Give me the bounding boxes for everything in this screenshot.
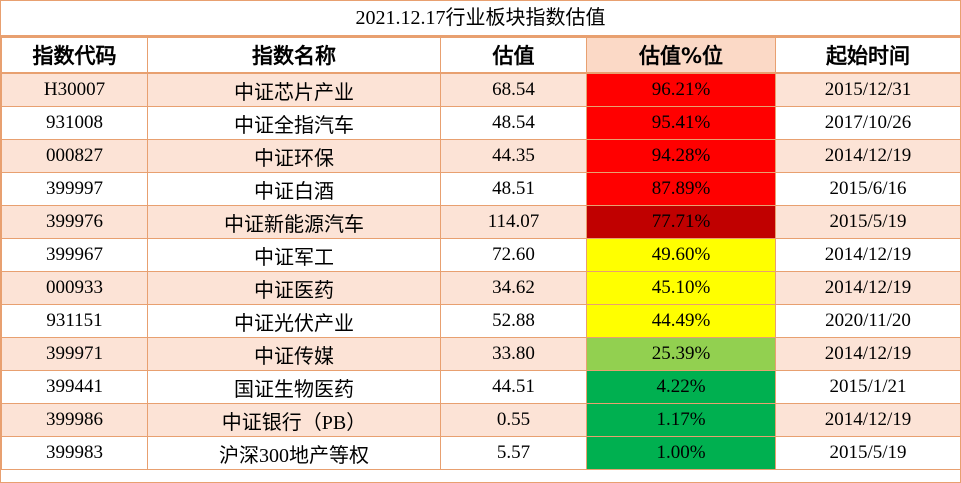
table-row: 399986 中证银行（PB） 0.55 1.17% 2014/12/19 bbox=[1, 403, 961, 437]
cell-value: 68.54 bbox=[440, 72, 587, 107]
cell-name: 中证银行（PB） bbox=[147, 403, 441, 437]
cell-value: 5.57 bbox=[440, 436, 587, 470]
table-row: 931008 中证全指汽车 48.54 95.41% 2017/10/26 bbox=[1, 106, 961, 140]
table-row: 399976 中证新能源汽车 114.07 77.71% 2015/5/19 bbox=[1, 205, 961, 239]
cell-value: 52.88 bbox=[440, 304, 587, 338]
cell-percentile: 96.21% bbox=[586, 72, 776, 107]
cell-name: 国证生物医药 bbox=[147, 370, 441, 404]
cell-code: 000827 bbox=[1, 139, 148, 173]
cell-start: 2015/12/31 bbox=[775, 72, 961, 107]
cell-code: 931008 bbox=[1, 106, 148, 140]
header-start: 起始时间 bbox=[775, 37, 961, 74]
cell-code: 399967 bbox=[1, 238, 148, 272]
cell-start: 2015/5/19 bbox=[775, 205, 961, 239]
cell-name: 中证医药 bbox=[147, 271, 441, 305]
cell-percentile: 44.49% bbox=[586, 304, 776, 338]
header-code: 指数代码 bbox=[1, 37, 148, 74]
table-row: 000827 中证环保 44.35 94.28% 2014/12/19 bbox=[1, 139, 961, 173]
cell-percentile: 25.39% bbox=[586, 337, 776, 371]
cell-percentile: 49.60% bbox=[586, 238, 776, 272]
table-row: H30007 中证芯片产业 68.54 96.21% 2015/12/31 bbox=[1, 72, 961, 107]
cell-percentile: 45.10% bbox=[586, 271, 776, 305]
valuation-table: 指数代码 指数名称 估值 估值%位 起始时间 H30007 中证芯片产业 68.54… bbox=[1, 37, 961, 470]
cell-value: 44.51 bbox=[440, 370, 587, 404]
cell-code: 399441 bbox=[1, 370, 148, 404]
cell-start: 2020/11/20 bbox=[775, 304, 961, 338]
cell-value: 48.54 bbox=[440, 106, 587, 140]
table-row: 399997 中证白酒 48.51 87.89% 2015/6/16 bbox=[1, 172, 961, 206]
cell-start: 2017/10/26 bbox=[775, 106, 961, 140]
cell-name: 中证传媒 bbox=[147, 337, 441, 371]
cell-start: 2015/5/19 bbox=[775, 436, 961, 470]
cell-name: 中证环保 bbox=[147, 139, 441, 173]
header-percentile: 估值%位 bbox=[586, 37, 776, 74]
header-row: 指数代码 指数名称 估值 估值%位 起始时间 bbox=[1, 37, 961, 74]
cell-percentile: 94.28% bbox=[586, 139, 776, 173]
cell-start: 2014/12/19 bbox=[775, 403, 961, 437]
cell-percentile: 4.22% bbox=[586, 370, 776, 404]
cell-value: 44.35 bbox=[440, 139, 587, 173]
cell-name: 沪深300地产等权 bbox=[147, 436, 441, 470]
cell-percentile: 77.71% bbox=[586, 205, 776, 239]
cell-start: 2015/6/16 bbox=[775, 172, 961, 206]
cell-percentile: 95.41% bbox=[586, 106, 776, 140]
cell-value: 33.80 bbox=[440, 337, 587, 371]
cell-start: 2014/12/19 bbox=[775, 139, 961, 173]
cell-name: 中证芯片产业 bbox=[147, 72, 441, 107]
table-row: 931151 中证光伏产业 52.88 44.49% 2020/11/20 bbox=[1, 304, 961, 338]
header-name: 指数名称 bbox=[147, 37, 441, 74]
cell-code: 000933 bbox=[1, 271, 148, 305]
header-value: 估值 bbox=[440, 37, 587, 74]
cell-percentile: 1.17% bbox=[586, 403, 776, 437]
cell-name: 中证新能源汽车 bbox=[147, 205, 441, 239]
cell-start: 2014/12/19 bbox=[775, 238, 961, 272]
cell-start: 2014/12/19 bbox=[775, 337, 961, 371]
cell-start: 2015/1/21 bbox=[775, 370, 961, 404]
cell-code: 399983 bbox=[1, 436, 148, 470]
cell-code: H30007 bbox=[1, 72, 148, 107]
table-row: 000933 中证医药 34.62 45.10% 2014/12/19 bbox=[1, 271, 961, 305]
cell-value: 48.51 bbox=[440, 172, 587, 206]
table-row: 399967 中证军工 72.60 49.60% 2014/12/19 bbox=[1, 238, 961, 272]
table-row: 399441 国证生物医药 44.51 4.22% 2015/1/21 bbox=[1, 370, 961, 404]
cell-code: 399997 bbox=[1, 172, 148, 206]
cell-value: 72.60 bbox=[440, 238, 587, 272]
cell-value: 114.07 bbox=[440, 205, 587, 239]
cell-code: 399971 bbox=[1, 337, 148, 371]
cell-name: 中证军工 bbox=[147, 238, 441, 272]
cell-percentile: 87.89% bbox=[586, 172, 776, 206]
cell-code: 399986 bbox=[1, 403, 148, 437]
table-row: 399983 沪深300地产等权 5.57 1.00% 2015/5/19 bbox=[1, 436, 961, 470]
cell-code: 931151 bbox=[1, 304, 148, 338]
cell-name: 中证光伏产业 bbox=[147, 304, 441, 338]
cell-name: 中证白酒 bbox=[147, 172, 441, 206]
cell-value: 0.55 bbox=[440, 403, 587, 437]
cell-start: 2014/12/19 bbox=[775, 271, 961, 305]
cell-code: 399976 bbox=[1, 205, 148, 239]
cell-percentile: 1.00% bbox=[586, 436, 776, 470]
cell-value: 34.62 bbox=[440, 271, 587, 305]
sheet-title: 2021.12.17行业板块指数估值 bbox=[1, 1, 960, 37]
table-row: 399971 中证传媒 33.80 25.39% 2014/12/19 bbox=[1, 337, 961, 371]
cell-name: 中证全指汽车 bbox=[147, 106, 441, 140]
